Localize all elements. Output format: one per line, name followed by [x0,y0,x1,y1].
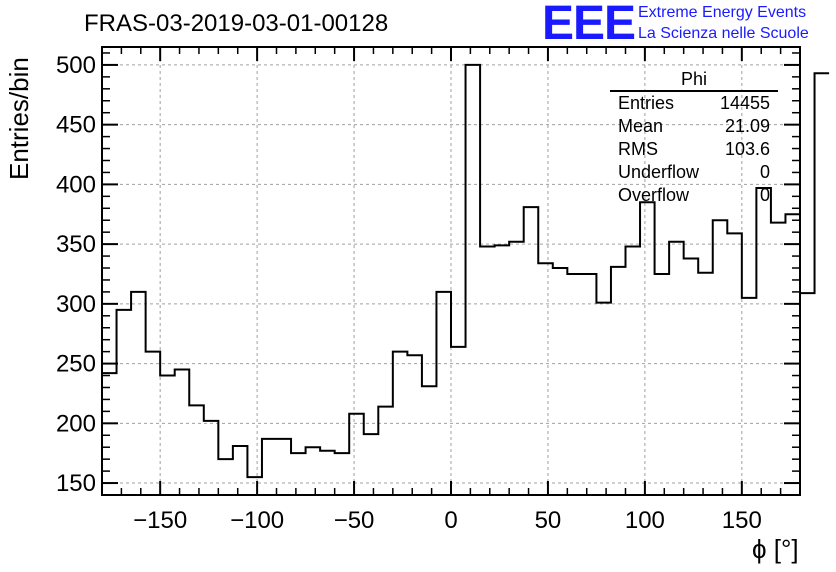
logo-line-2: La Scienza nelle Scuole [638,25,809,42]
histogram-bin [742,298,757,495]
histogram-bin [233,446,248,495]
histogram-bin [277,439,292,495]
histogram-bin [160,376,175,495]
histogram-bin [495,245,510,495]
y-axis-label: Entries/bin [4,57,34,180]
stats-label: Entries [618,93,675,113]
histogram-bin [422,386,437,495]
histogram-bin [393,352,408,495]
stats-title: Phi [610,68,778,92]
histogram-bin [626,247,641,495]
histogram-bin [800,293,815,495]
histogram-bin [175,370,190,495]
histogram-bin [102,373,117,495]
y-tick-label: 400 [56,171,96,198]
histogram-bin [378,407,393,495]
y-tick-label: 250 [56,351,96,378]
stats-label: Mean [618,116,664,136]
histogram-bin [335,453,350,495]
histogram-bin [204,421,219,495]
histogram-bin [553,268,568,495]
y-tick-label: 450 [56,112,96,139]
histogram-bin [407,355,422,495]
histogram-bin [364,434,379,495]
histogram-bin [611,267,626,495]
x-tick-label: 50 [535,507,562,534]
histogram-bin [451,347,466,495]
histogram-bin [509,242,524,495]
histogram-bin [189,405,204,495]
y-tick-label: 500 [56,52,96,79]
stats-value: 0 [759,162,770,182]
histogram-bin [247,477,262,495]
y-tick-label: 200 [56,410,96,437]
histogram-bin [669,242,684,495]
logo-line-1: Extreme Energy Events [638,4,807,21]
stats-row-rms: RMS 103.6 [610,138,778,161]
histogram-bin [567,274,582,495]
x-tick-label: −150 [133,507,187,534]
stats-label: RMS [618,139,658,159]
histogram-bin [524,207,539,495]
histogram-bin [655,274,670,495]
y-tick-label: 350 [56,231,96,258]
histogram-bin [262,439,277,495]
stats-box: Phi Entries 14455 Mean 21.09 RMS 103.6 U… [610,68,778,207]
histogram-bin [466,65,481,495]
histogram-outline [102,63,830,479]
x-tick-label: 100 [625,507,665,534]
y-tick-label: 150 [56,470,96,497]
histogram-bin [320,451,335,495]
stats-label: Overflow [618,185,690,205]
stats-label: Underflow [618,162,700,182]
stats-value: 14455 [719,93,770,113]
x-tick-label: −100 [230,507,284,534]
stats-row-mean: Mean 21.09 [610,115,778,138]
histogram-bin [698,273,713,495]
grid-lines [102,47,800,495]
histogram-bin [538,263,553,495]
eee-logo: EEE [542,0,636,50]
histogram-bin [596,303,611,495]
chart-title: FRAS-03-2019-03-01-00128 [84,10,389,37]
stats-row-overflow: Overflow 0 [610,184,778,207]
x-tick-label: −50 [334,507,375,534]
stats-row-entries: Entries 14455 [610,92,778,115]
histogram-bin [756,188,771,495]
histogram-bin [727,233,742,495]
x-axis-label: ϕ [°] [752,534,799,564]
histogram-bin [640,202,655,495]
x-tick-label: 0 [444,507,457,534]
x-tick-label: 150 [722,507,762,534]
axis-ticks [101,47,801,496]
histogram-bin [771,223,786,495]
stats-value: 21.09 [724,116,770,136]
histogram-bin [436,292,451,495]
histogram-bin [117,310,132,495]
histogram-bin [582,274,597,495]
histogram-bin [306,447,321,495]
stats-value: 0 [759,185,770,205]
histogram-bin [480,247,495,495]
histogram-bin [684,258,699,495]
stats-row-underflow: Underflow 0 [610,161,778,184]
histogram-bin [218,459,233,495]
histogram-bin [131,292,146,495]
histogram-bin [815,73,830,495]
stats-value: 103.6 [724,139,770,159]
histogram-bin [713,220,728,495]
histogram-bin [291,453,306,495]
histogram-bars [102,63,830,495]
tick-labels: −150 −100 −50 0 50 100 150 150 200 250 300 350 400 45… [56,52,762,534]
y-tick-label: 300 [56,291,96,318]
